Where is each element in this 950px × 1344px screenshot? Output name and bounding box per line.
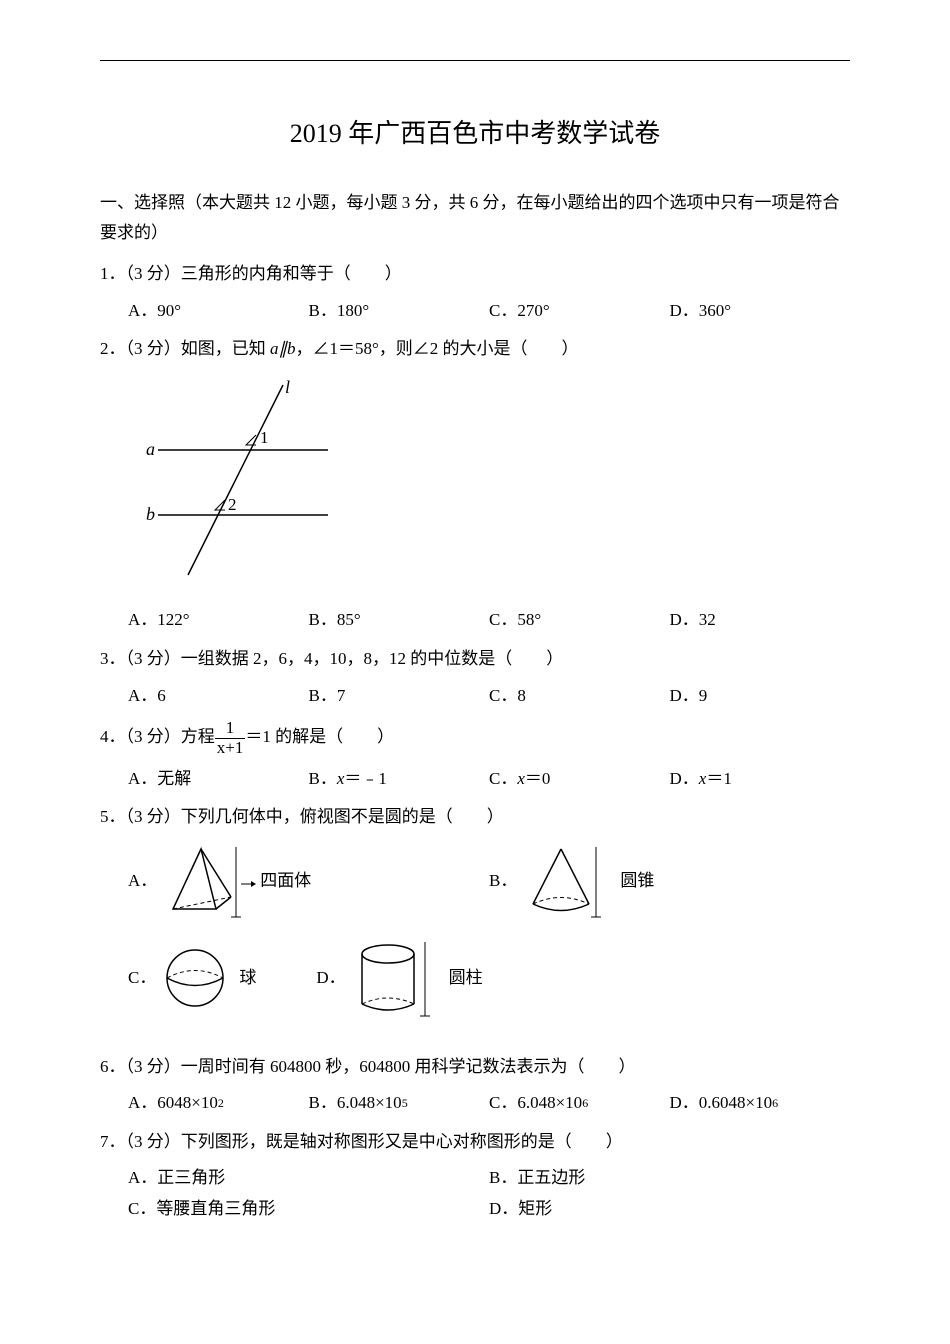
option-b: B．180° <box>309 296 490 327</box>
question-2: 2．（3 分）如图，已知 a∥b，∠1＝58°，则∠2 的大小是（ ） l a … <box>100 334 850 636</box>
question-2-text: 2．（3 分）如图，已知 a∥b，∠1＝58°，则∠2 的大小是（ ） <box>100 334 850 365</box>
option-c: C．x＝0 <box>489 764 670 795</box>
option-d: D．9 <box>670 681 851 712</box>
option-b: B．正五边形 <box>489 1163 850 1194</box>
option-a: A．正三角形 <box>128 1163 489 1194</box>
exam-title: 2019 年广西百色市中考数学试卷 <box>100 111 850 158</box>
option-b: B． 圆锥 <box>489 839 654 924</box>
question-4-text: 4．（3 分）方程1x+1＝1 的解是（ ） <box>100 719 850 757</box>
label-angle-2: 2 <box>228 495 237 514</box>
option-a: A．6048×102 <box>128 1088 309 1119</box>
question-5-row-2: C． 球 D． 圆柱 <box>100 934 850 1024</box>
option-b: B．7 <box>309 681 490 712</box>
cylinder-icon <box>350 934 445 1024</box>
question-3: 3．（3 分）一组数据 2，6，4，10，8，12 的中位数是（ ） A．6 B… <box>100 644 850 711</box>
option-c: C．270° <box>489 296 670 327</box>
question-5-text: 5．（3 分）下列几何体中，俯视图不是圆的是（ ） <box>100 802 850 833</box>
question-2-figure: l a b 1 2 <box>100 375 850 591</box>
section-1-header: 一、选择照（本大题共 12 小题，每小题 3 分，共 6 分，在每小题给出的四个… <box>100 188 850 249</box>
question-1-text: 1．（3 分）三角形的内角和等于（ ） <box>100 259 850 290</box>
question-4-options: A．无解 B．x＝﹣1 C．x＝0 D．x＝1 <box>100 764 850 795</box>
question-7-text: 7．（3 分）下列图形，既是轴对称图形又是中心对称图形的是（ ） <box>100 1127 850 1158</box>
top-horizontal-rule <box>100 60 850 61</box>
question-7-options: A．正三角形 B．正五边形 C．等腰直角三角形 D．矩形 <box>100 1163 850 1224</box>
option-d: D．32 <box>670 605 851 636</box>
option-d: D．x＝1 <box>670 764 851 795</box>
option-c: C． 球 <box>128 934 256 1024</box>
option-b: B．85° <box>309 605 490 636</box>
label-a: a <box>146 439 155 459</box>
question-2-options: A．122° B．85° C．58° D．32 <box>100 605 850 636</box>
option-b: B．x＝﹣1 <box>309 764 490 795</box>
option-d: D．0.6048×106 <box>670 1088 851 1119</box>
option-c: C．6.048×106 <box>489 1088 670 1119</box>
question-6: 6．（3 分）一周时间有 604800 秒，604800 用科学记数法表示为（ … <box>100 1052 850 1119</box>
question-5-row-1: A． 四面体 B． 圆锥 <box>100 839 850 924</box>
sphere-icon <box>160 941 235 1016</box>
question-3-options: A．6 B．7 C．8 D．9 <box>100 681 850 712</box>
question-4: 4．（3 分）方程1x+1＝1 的解是（ ） A．无解 B．x＝﹣1 C．x＝0… <box>100 719 850 794</box>
option-a: A．无解 <box>128 764 309 795</box>
option-d: D．360° <box>670 296 851 327</box>
option-a: A． 四面体 <box>128 839 489 924</box>
label-b: b <box>146 504 155 524</box>
question-5: 5．（3 分）下列几何体中，俯视图不是圆的是（ ） A． 四面体 B． <box>100 802 850 1024</box>
question-3-text: 3．（3 分）一组数据 2，6，4，10，8，12 的中位数是（ ） <box>100 644 850 675</box>
variable-ab: a∥b <box>270 339 296 358</box>
option-c: C．8 <box>489 681 670 712</box>
question-6-text: 6．（3 分）一周时间有 604800 秒，604800 用科学记数法表示为（ … <box>100 1052 850 1083</box>
cone-icon <box>521 839 616 924</box>
question-1: 1．（3 分）三角形的内角和等于（ ） A．90° B．180° C．270° … <box>100 259 850 326</box>
option-c: C．58° <box>489 605 670 636</box>
label-angle-1: 1 <box>260 428 269 447</box>
option-d: D．矩形 <box>489 1194 850 1225</box>
question-6-options: A．6048×102 B．6.048×105 C．6.048×106 D．0.6… <box>100 1088 850 1119</box>
question-1-options: A．90° B．180° C．270° D．360° <box>100 296 850 327</box>
tetrahedron-icon <box>161 839 256 924</box>
option-d: D． 圆柱 <box>316 934 482 1024</box>
option-c: C．等腰直角三角形 <box>128 1194 489 1225</box>
spacer <box>100 1034 850 1052</box>
option-a: A．122° <box>128 605 309 636</box>
option-a: A．90° <box>128 296 309 327</box>
option-a: A．6 <box>128 681 309 712</box>
option-b: B．6.048×105 <box>309 1088 490 1119</box>
fraction: 1x+1 <box>215 719 246 757</box>
label-l: l <box>285 377 290 397</box>
line-l <box>188 385 283 575</box>
parallel-lines-diagram: l a b 1 2 <box>128 375 338 580</box>
question-7: 7．（3 分）下列图形，既是轴对称图形又是中心对称图形的是（ ） A．正三角形 … <box>100 1127 850 1225</box>
